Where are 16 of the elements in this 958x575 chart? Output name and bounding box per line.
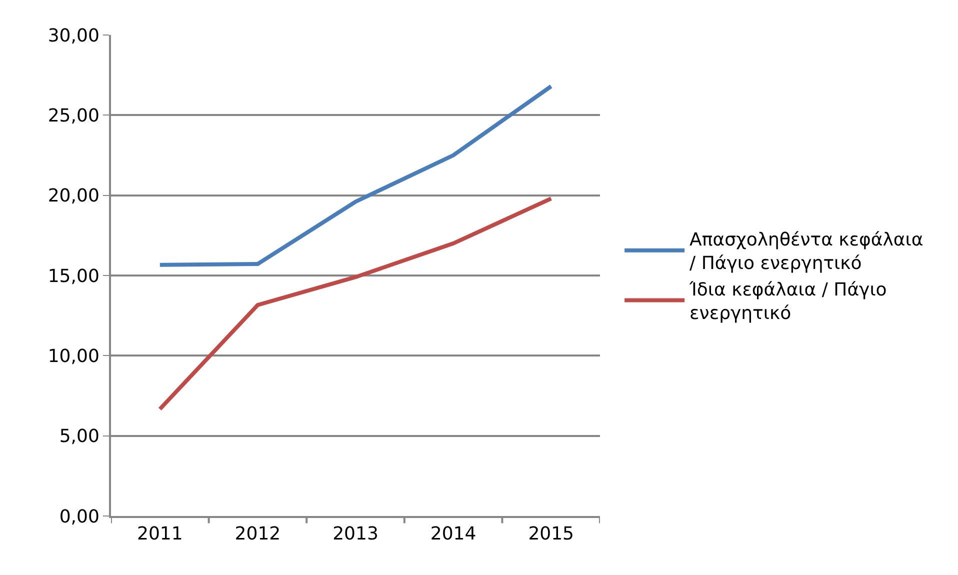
y-tick-label: 10,00 bbox=[48, 346, 100, 367]
y-tick-label: 15,00 bbox=[48, 266, 100, 287]
legend-label: Ίδια κεφάλαια / Πάγιο ενεργητικό bbox=[688, 280, 887, 324]
x-tick-label: 2014 bbox=[430, 524, 476, 545]
x-tick-label: 2013 bbox=[332, 524, 378, 545]
y-tick-label: 5,00 bbox=[59, 426, 100, 448]
y-tick-label: 30,00 bbox=[48, 25, 100, 46]
legend-label: Απασχοληθέντα κεφάλαια / Πάγιο ενεργητικό bbox=[690, 230, 924, 274]
y-tick-label: 0,00 bbox=[59, 506, 100, 528]
line-series bbox=[158, 196, 554, 412]
line-series bbox=[158, 84, 554, 267]
x-tick-label: 2015 bbox=[528, 524, 574, 545]
y-tick-label: 20,00 bbox=[48, 186, 100, 207]
x-tick-label: 2011 bbox=[136, 524, 183, 545]
y-tick-label: 25,00 bbox=[48, 105, 100, 126]
x-tick-label: 2012 bbox=[234, 524, 281, 545]
